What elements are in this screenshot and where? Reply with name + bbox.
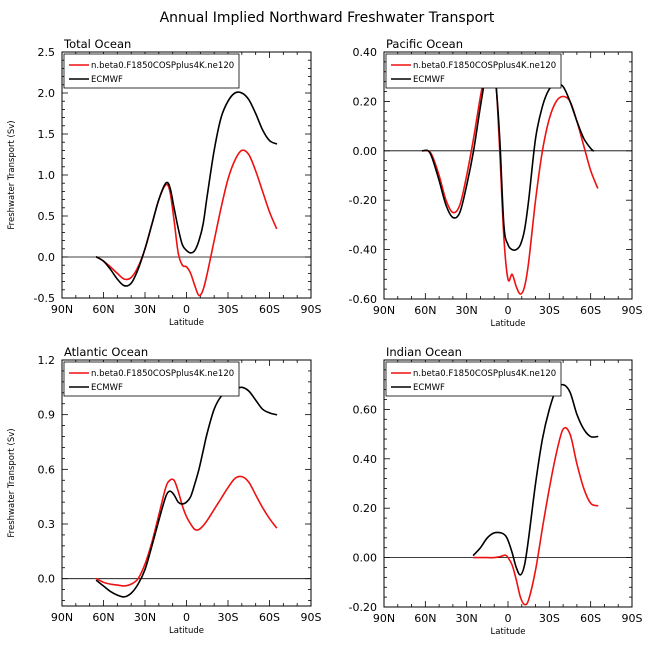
legend-label: n.beta0.F1850COSPplus4K.ne120 (413, 61, 556, 71)
ecmwf-series-line (472, 383, 599, 576)
y-axis-title: Freshwater Transport (Sv) (7, 120, 17, 229)
x-tick-label: 30S (218, 303, 239, 316)
x-tick-label: 60S (580, 304, 601, 317)
x-tick-label: 60N (92, 611, 114, 624)
panel-title: Total Ocean (63, 37, 131, 51)
legend-box (385, 361, 562, 397)
legend-box (385, 53, 562, 89)
y-axis-title: Freshwater Transport (Sv) (7, 428, 17, 537)
x-tick-label: 90N (373, 304, 395, 317)
y-tick-label: -0.40 (349, 244, 377, 257)
x-tick-label: 90S (301, 303, 322, 316)
x-tick-label: 90N (51, 303, 73, 316)
legend-label: ECMWF (413, 383, 445, 393)
panel-title: Indian Ocean (386, 345, 462, 359)
y-tick-label: -0.20 (349, 601, 377, 614)
panel-title: Pacific Ocean (386, 37, 463, 51)
y-tick-label: 0.40 (353, 453, 378, 466)
x-tick-label: 90S (301, 611, 322, 624)
y-tick-label: 0.0 (38, 573, 56, 586)
panel-title: Atlantic Ocean (64, 345, 148, 359)
y-tick-label: 0.0 (38, 251, 56, 264)
y-tick-label: 0.60 (353, 403, 378, 416)
legend-label: n.beta0.F1850COSPplus4K.ne120 (91, 61, 234, 71)
model-series-line (421, 54, 599, 295)
model-series-line (472, 426, 599, 606)
chart-panels: Total Ocean 90N 60N 30N 0 30S 60S 90S -0.5 0.0 0.5… (7, 37, 643, 637)
y-tick-label: 0.20 (353, 95, 378, 108)
plot-frame (383, 359, 633, 608)
x-tick-label: 30N (456, 612, 478, 625)
x-tick-label: 30S (539, 304, 560, 317)
x-tick-label: 30N (134, 611, 156, 624)
model-series-line (95, 149, 278, 297)
x-tick-label: 90S (622, 304, 643, 317)
plot-frame (61, 359, 312, 607)
legend-box (63, 53, 240, 89)
x-axis-title: Latitude (169, 626, 204, 636)
y-tick-label: 0.20 (353, 502, 378, 515)
chart-panel-3: Atlantic Ocean 90N 60N 30N 0 30S 60S 90S 0.0 0.3 0… (7, 345, 322, 636)
y-tick-label: -0.20 (349, 194, 377, 207)
x-axis-title: Latitude (491, 319, 526, 329)
x-tick-label: 30N (134, 303, 156, 316)
y-tick-label: 0.40 (353, 46, 378, 59)
x-tick-label: 0 (183, 303, 190, 316)
y-tick-label: 2.5 (38, 46, 56, 59)
x-tick-label: 90N (51, 611, 73, 624)
x-tick-label: 0 (505, 612, 512, 625)
x-tick-label: 60N (414, 612, 436, 625)
chart-panel-1: Total Ocean 90N 60N 30N 0 30S 60S 90S -0.5 0.0 0.5… (7, 37, 322, 328)
model-series-line (95, 475, 278, 587)
x-tick-label: 0 (183, 611, 190, 624)
x-tick-label: 60S (580, 612, 601, 625)
y-tick-label: -0.5 (34, 292, 55, 305)
chart-panel-4: Indian Ocean 90N 60N 30N 0 30S 60S 90S -0.20 0.00… (349, 345, 643, 637)
ecmwf-series-line (421, 59, 595, 252)
legend-label: ECMWF (91, 75, 123, 85)
legend-label: n.beta0.F1850COSPplus4K.ne120 (413, 369, 556, 379)
x-tick-label: 60N (92, 303, 114, 316)
x-axis-title: Latitude (169, 318, 204, 328)
y-tick-label: 0.6 (38, 463, 56, 476)
y-tick-label: 0.00 (353, 552, 378, 565)
y-tick-label: 0.3 (38, 518, 56, 531)
x-tick-label: 90N (373, 612, 395, 625)
y-tick-label: 2.0 (38, 87, 56, 100)
x-tick-label: 0 (505, 304, 512, 317)
y-tick-label: 1.5 (38, 128, 56, 141)
ecmwf-series-line (95, 386, 278, 598)
x-tick-label: 60N (414, 304, 436, 317)
chart-panel-2: Pacific Ocean 90N 60N 30N 0 30S 60S 90S -0.60 -0.… (349, 37, 643, 329)
x-tick-label: 30S (539, 612, 560, 625)
x-tick-label: 60S (259, 303, 280, 316)
x-tick-label: 30S (218, 611, 239, 624)
legend-label: ECMWF (91, 383, 123, 393)
x-tick-label: 60S (259, 611, 280, 624)
ecmwf-series-line (95, 91, 278, 287)
x-tick-label: 30N (456, 304, 478, 317)
x-axis-title: Latitude (491, 627, 526, 637)
plot-frame (383, 51, 633, 300)
x-tick-label: 90S (622, 612, 643, 625)
figure-title: Annual Implied Northward Freshwater Tran… (160, 10, 495, 26)
legend-box (63, 361, 240, 397)
legend-label: n.beta0.F1850COSPplus4K.ne120 (91, 369, 234, 379)
legend-label: ECMWF (413, 75, 445, 85)
plot-frame (61, 51, 312, 299)
y-tick-label: 1.0 (38, 169, 56, 182)
y-tick-label: 0.00 (353, 145, 378, 158)
y-tick-label: 0.5 (38, 210, 56, 223)
y-tick-label: 1.2 (38, 354, 56, 367)
y-tick-label: -0.60 (349, 293, 377, 306)
y-tick-label: 0.9 (38, 409, 56, 422)
